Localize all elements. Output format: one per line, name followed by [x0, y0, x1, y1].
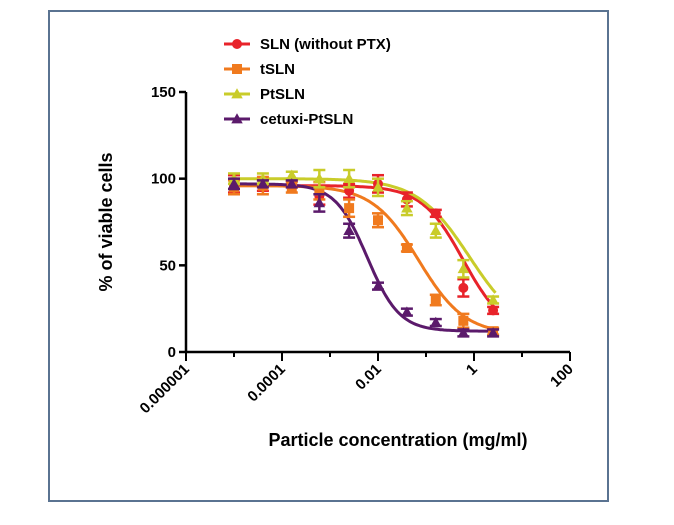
- data-point: [401, 243, 412, 253]
- data-point: [487, 327, 499, 338]
- data-point: [457, 327, 470, 338]
- data-point: [286, 178, 298, 189]
- x-axis-title: Particle concentration (mg/ml): [268, 430, 527, 450]
- series-points: [228, 177, 500, 338]
- legend-item: cetuxi-PtSLN: [224, 111, 353, 128]
- chart-frame: 0 50 100 150 0.000001 0.0001 0.01 1 100 Particle …: [48, 10, 609, 502]
- data-point: [314, 185, 325, 196]
- dose-response-chart: 0 50 100 150 0.000001 0.0001 0.01 1 100 Particle …: [96, 36, 577, 450]
- data-point: [372, 280, 384, 291]
- fit-curve: [229, 184, 496, 331]
- data-point: [343, 172, 355, 183]
- data-point: [372, 181, 384, 192]
- data-point: [430, 224, 442, 235]
- legend-label: cetuxi-PtSLN: [260, 111, 353, 128]
- data-point: [257, 178, 269, 189]
- data-point: [458, 282, 469, 293]
- x-tick-label: 0.01: [352, 361, 385, 394]
- data-point: [313, 172, 326, 183]
- data-point: [401, 306, 413, 317]
- legend-label: PtSLN: [260, 86, 305, 103]
- legend-marker: [231, 113, 243, 124]
- data-point: [430, 295, 441, 305]
- y-tick-label: 50: [159, 257, 176, 274]
- legend-label: SLN (without PTX): [260, 36, 391, 53]
- legend: SLN (without PTX) tSLN PtSLN cetuxi-PtSLN: [224, 36, 391, 128]
- y-tick-label: 100: [151, 171, 176, 188]
- legend-item: tSLN: [224, 61, 295, 78]
- data-point: [488, 305, 499, 316]
- data-point: [487, 294, 499, 305]
- data-point: [286, 169, 298, 180]
- legend-item: PtSLN: [224, 86, 305, 103]
- data-point: [373, 215, 383, 226]
- legend-marker: [232, 64, 242, 74]
- y-axis-title: % of viable cells: [96, 152, 116, 291]
- x-tick-label: 0.0001: [244, 361, 288, 405]
- data-point: [430, 316, 442, 327]
- data-point: [313, 197, 326, 208]
- x-tick-label: 100: [547, 361, 577, 391]
- legend-label: tSLN: [260, 61, 295, 78]
- fit-curve: [229, 177, 497, 294]
- data-point: [401, 202, 413, 213]
- data-point: [228, 178, 240, 189]
- data-point: [430, 208, 441, 219]
- y-tick-label: 150: [151, 84, 176, 101]
- fit-curve: [229, 182, 496, 333]
- data-point: [344, 203, 355, 214]
- y-tick-label: 0: [168, 344, 176, 361]
- legend-marker: [232, 39, 242, 49]
- x-tick-label: 1: [463, 361, 481, 379]
- x-tick-label: 0.000001: [137, 361, 193, 417]
- data-point: [458, 315, 469, 326]
- data-point: [343, 224, 355, 235]
- legend-marker: [231, 88, 243, 99]
- legend-item: SLN (without PTX): [224, 36, 391, 53]
- data-point: [457, 263, 470, 274]
